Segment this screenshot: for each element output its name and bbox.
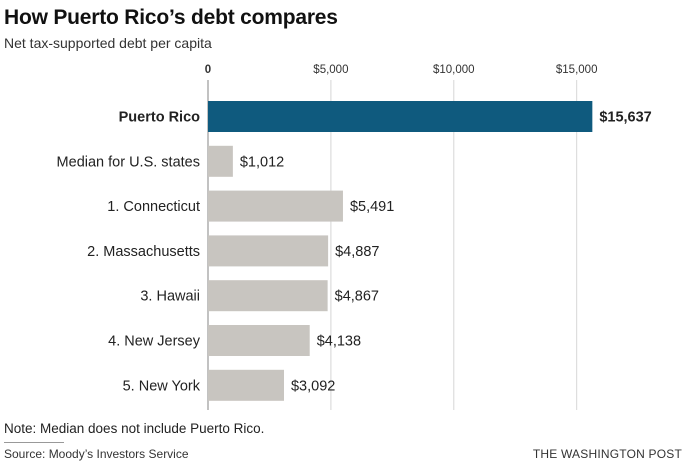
value-label: $4,138 [317, 334, 361, 350]
x-tick-label: 0 [205, 64, 211, 76]
x-tick-label: $5,000 [313, 64, 348, 76]
category-label: Puerto Rico [119, 110, 201, 126]
bars [208, 101, 593, 401]
value-label: $15,637 [599, 110, 651, 126]
value-labels: $15,637 $1,012 $5,491 $4,887 $4,867 $4,138 $3,… [240, 110, 652, 395]
category-label: 1. Connecticut [107, 199, 200, 215]
category-label: 4. New Jersey [108, 334, 201, 350]
value-label: $5,491 [350, 199, 394, 215]
bar-chart: 0 $5,000 $10,000 $15,000 Puerto Rico Median … [57, 64, 652, 410]
value-label: $1,012 [240, 154, 284, 170]
publisher-credit: THE WASHINGTON POST [532, 447, 682, 461]
chart-subtitle: Net tax-supported debt per capita [4, 35, 212, 51]
value-label: $4,867 [335, 289, 379, 305]
chart-note: Note: Median does not include Puerto Ric… [4, 421, 265, 436]
bar [208, 145, 233, 177]
bar [208, 190, 343, 222]
x-tick-label: $15,000 [556, 64, 598, 76]
x-tick-label: $10,000 [433, 64, 475, 76]
category-label: 5. New York [123, 378, 201, 394]
category-label: 2. Massachusetts [87, 244, 200, 260]
value-label: $4,887 [335, 244, 379, 260]
chart-title: How Puerto Rico’s debt compares [4, 6, 338, 29]
bar [208, 325, 310, 356]
category-label: Median for U.S. states [57, 154, 200, 170]
chart-source: Source: Moody’s Investors Service [4, 447, 189, 461]
category-label: 3. Hawaii [140, 289, 200, 305]
bar [208, 280, 328, 312]
bar [208, 369, 284, 401]
category-labels: Puerto Rico Median for U.S. states 1. Conn… [57, 110, 201, 395]
bar-highlight [208, 101, 593, 132]
footer-divider [4, 442, 64, 443]
bar [208, 235, 329, 267]
value-label: $3,092 [291, 378, 335, 394]
x-axis-ticks: 0 $5,000 $10,000 $15,000 [205, 64, 598, 76]
